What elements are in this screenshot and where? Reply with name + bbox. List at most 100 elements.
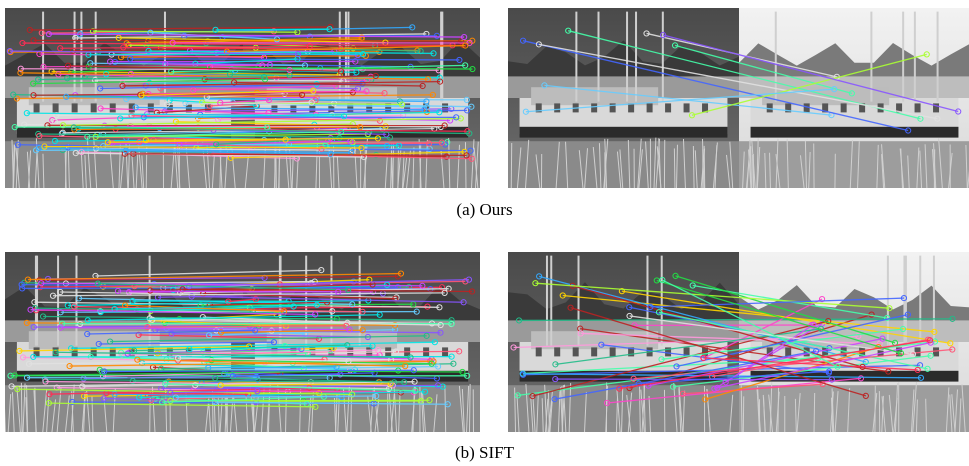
- keypoint: [450, 360, 457, 367]
- keypoint: [536, 273, 543, 280]
- keypoint: [437, 321, 444, 329]
- keypoint: [59, 129, 66, 136]
- match-line: [221, 329, 363, 334]
- keypoint: [673, 363, 680, 370]
- match-line: [691, 53, 927, 116]
- keypoint: [702, 396, 709, 403]
- keypoint: [466, 130, 473, 137]
- keypoint: [78, 148, 85, 156]
- keypoint: [55, 71, 62, 78]
- keypoint: [213, 141, 220, 148]
- match-line: [189, 278, 469, 287]
- match-line: [230, 73, 290, 76]
- keypoint: [11, 372, 18, 379]
- keypoint: [84, 330, 91, 338]
- keypoint: [30, 92, 37, 99]
- match-line: [226, 44, 466, 53]
- keypoint: [132, 104, 139, 111]
- keypoint: [931, 328, 938, 335]
- keypoint: [18, 281, 25, 288]
- photo-half: [739, 8, 969, 188]
- keypoint: [904, 311, 911, 318]
- keypoint: [57, 45, 64, 52]
- keypoint: [352, 58, 359, 65]
- match-line: [95, 133, 368, 138]
- keypoint: [35, 76, 42, 83]
- match-line: [104, 369, 414, 373]
- match-line: [92, 30, 298, 33]
- keypoint: [254, 388, 261, 395]
- keypoint: [66, 362, 73, 370]
- keypoint: [159, 399, 166, 406]
- keypoint: [318, 266, 325, 274]
- match-line: [67, 299, 369, 307]
- keypoint: [459, 368, 466, 376]
- keypoint: [398, 101, 406, 108]
- keypoint: [312, 311, 319, 318]
- keypoint: [463, 107, 471, 114]
- keypoint: [318, 145, 325, 152]
- keypoint: [25, 360, 33, 367]
- keypoint: [392, 348, 400, 355]
- match-line: [87, 314, 380, 321]
- keypoint: [643, 30, 650, 37]
- keypoint: [16, 347, 23, 355]
- keypoint: [462, 42, 469, 49]
- keypoint: [36, 132, 43, 140]
- match-line: [39, 53, 265, 59]
- keypoint: [100, 395, 107, 402]
- keypoint: [145, 47, 152, 55]
- keypoint: [122, 147, 129, 154]
- keypoint: [831, 86, 838, 93]
- keypoint: [949, 346, 956, 353]
- keypoint: [260, 73, 268, 81]
- keypoint: [41, 143, 48, 150]
- keypoint: [163, 101, 170, 108]
- keypoint: [616, 385, 623, 392]
- match-line: [30, 309, 316, 316]
- keypoint: [212, 374, 219, 382]
- keypoint: [30, 353, 37, 361]
- keypoint: [199, 314, 206, 321]
- match-line: [22, 286, 398, 290]
- keypoint: [397, 270, 405, 277]
- keypoint: [84, 133, 91, 140]
- keypoint: [468, 103, 475, 110]
- match-line: [525, 88, 835, 113]
- keypoint: [565, 27, 572, 34]
- match-line: [103, 143, 289, 147]
- keypoint: [281, 342, 288, 350]
- match-line: [703, 298, 823, 359]
- keypoint: [437, 329, 444, 336]
- keypoint: [552, 361, 559, 368]
- keypoint: [437, 123, 445, 131]
- match-line: [220, 99, 269, 104]
- keypoint: [40, 63, 47, 70]
- match-line: [191, 295, 464, 303]
- match-lines: [6, 23, 476, 162]
- match-line: [44, 145, 362, 149]
- keypoint: [52, 349, 59, 356]
- keypoint: [456, 348, 463, 355]
- keypoint: [51, 137, 59, 145]
- match-line: [189, 345, 373, 350]
- keypoint: [436, 109, 443, 116]
- match-line: [662, 279, 838, 368]
- keypoint: [27, 306, 34, 313]
- match-line: [97, 282, 349, 291]
- match-line: [63, 117, 461, 126]
- keypoint: [79, 383, 86, 390]
- match-line: [147, 325, 347, 328]
- keypoint: [658, 356, 665, 363]
- match-line: [60, 326, 350, 331]
- match-line: [22, 42, 453, 46]
- keypoint: [49, 292, 57, 299]
- match-line: [519, 318, 953, 322]
- keypoint: [84, 317, 91, 324]
- keypoint: [438, 284, 446, 291]
- keypoint: [37, 284, 44, 291]
- keypoint: [270, 339, 278, 346]
- keypoint: [225, 298, 232, 305]
- match-line: [88, 53, 364, 56]
- keypoint: [412, 387, 419, 394]
